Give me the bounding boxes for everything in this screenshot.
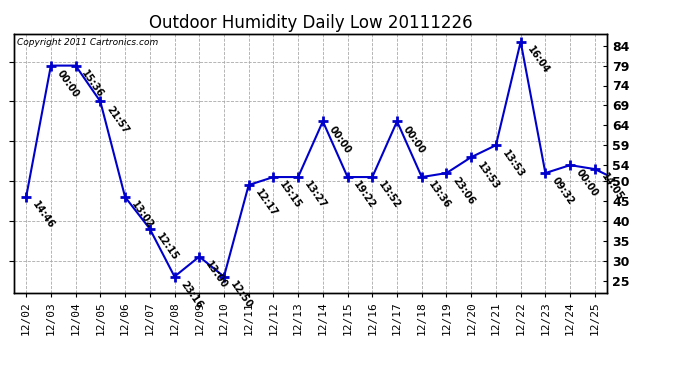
Text: 13:27: 13:27 (302, 180, 328, 211)
Text: 15:15: 15:15 (277, 180, 304, 211)
Text: 12:50: 12:50 (228, 279, 254, 310)
Text: 14:46: 14:46 (30, 200, 57, 231)
Text: 23:06: 23:06 (451, 176, 477, 207)
Text: 13:00: 13:00 (204, 260, 229, 291)
Text: Copyright 2011 Cartronics.com: Copyright 2011 Cartronics.com (17, 38, 158, 46)
Text: 13:53: 13:53 (475, 160, 502, 191)
Text: 14:05: 14:05 (599, 172, 625, 203)
Title: Outdoor Humidity Daily Low 20111226: Outdoor Humidity Daily Low 20111226 (148, 14, 473, 32)
Text: 00:00: 00:00 (574, 168, 600, 199)
Text: 13:36: 13:36 (426, 180, 452, 211)
Text: 00:00: 00:00 (401, 124, 427, 155)
Text: 16:04: 16:04 (525, 45, 551, 76)
Text: 15:36: 15:36 (80, 68, 106, 99)
Text: 13:02: 13:02 (129, 200, 155, 231)
Text: 00:00: 00:00 (55, 68, 81, 99)
Text: 21:57: 21:57 (104, 104, 130, 135)
Text: 12:17: 12:17 (253, 188, 279, 219)
Text: 13:53: 13:53 (500, 148, 526, 179)
Text: 13:52: 13:52 (377, 180, 402, 211)
Text: 12:15: 12:15 (154, 232, 180, 263)
Text: 19:22: 19:22 (352, 180, 377, 211)
Text: 23:16: 23:16 (179, 279, 205, 310)
Text: 00:00: 00:00 (327, 124, 353, 155)
Text: 13:14: 13:14 (0, 374, 1, 375)
Text: 09:32: 09:32 (549, 176, 575, 207)
